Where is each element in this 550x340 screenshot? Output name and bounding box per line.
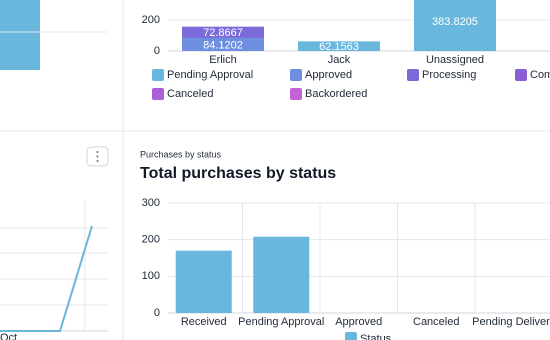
- bar-segment: [182, 26, 264, 38]
- data-label: 84.1202: [203, 39, 243, 51]
- y-tick-label: 100: [142, 270, 160, 282]
- legend-label: Status: [360, 333, 392, 340]
- legend-swatch: [345, 332, 357, 340]
- legend-swatch: [407, 69, 419, 81]
- x-tick-label: Canceled: [413, 316, 459, 328]
- legend-label: Processing: [422, 69, 476, 81]
- data-label: 383.8205: [432, 16, 478, 28]
- legend-swatch: [290, 69, 302, 81]
- chart-title: Total purchases by status: [140, 165, 336, 182]
- legend-label: Backordered: [305, 88, 367, 100]
- chart-subtitle: Purchases by status: [140, 149, 222, 159]
- bar-segment: [253, 236, 310, 313]
- y-tick-label: 0: [154, 307, 160, 319]
- x-tick-label: Received: [181, 316, 227, 328]
- bar-segment: [175, 250, 232, 313]
- bar-segment: [182, 37, 264, 51]
- y-tick-label: 200: [142, 234, 160, 246]
- x-tick-label: Pending Approval: [238, 316, 324, 328]
- legend-label: Pending Approval: [167, 69, 253, 81]
- data-label: 62.1563: [319, 41, 359, 53]
- x-tick-label: Jack: [328, 54, 351, 66]
- legend-swatch: [152, 69, 164, 81]
- legend-swatch: [515, 69, 527, 81]
- x-tick-label: Pending Delivery: [472, 316, 550, 328]
- legend-label: Approved: [305, 69, 352, 81]
- x-tick-label: Oct: [0, 332, 17, 340]
- line-panel: [0, 200, 108, 332]
- menu-dot: [96, 151, 99, 153]
- legend-swatch: [290, 88, 302, 100]
- data-label: 72.8667: [203, 27, 243, 39]
- legend-label: Com: [530, 69, 550, 81]
- x-tick-label: Approved: [335, 316, 382, 328]
- y-tick-label: 0: [154, 45, 160, 57]
- partial-bar: [0, 0, 40, 70]
- menu-dot: [96, 155, 99, 158]
- bar-segment: [298, 41, 380, 51]
- line-partial: [0, 225, 93, 332]
- legend-label: Canceled: [167, 88, 213, 100]
- x-tick-label: Unassigned: [426, 54, 484, 66]
- bar-segment: [414, 0, 496, 51]
- menu-button[interactable]: [86, 146, 109, 167]
- legend-swatch: [152, 88, 164, 100]
- x-tick-label: Erlich: [209, 54, 237, 66]
- menu-dot: [96, 160, 99, 162]
- y-tick-label: 300: [142, 197, 160, 209]
- y-tick-label: 200: [142, 14, 160, 26]
